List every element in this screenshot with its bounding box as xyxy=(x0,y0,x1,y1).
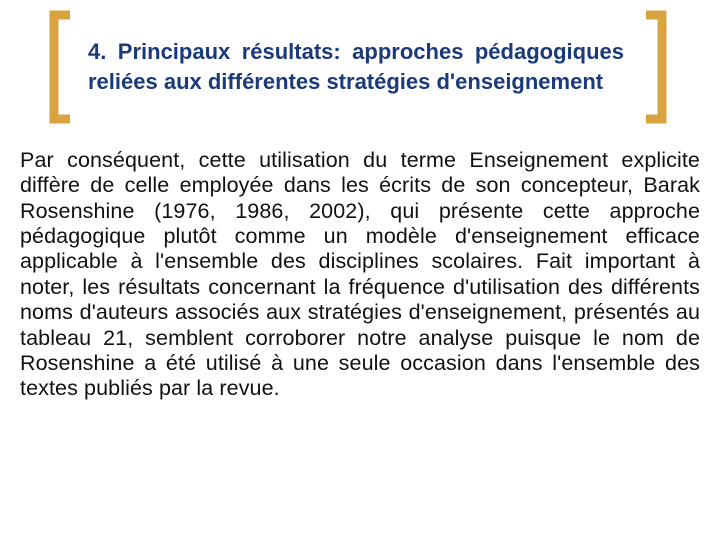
slide-title: 4. Principaux résultats: approches pédag… xyxy=(88,37,624,96)
slide-header: 4. Principaux résultats: approches pédag… xyxy=(48,10,668,124)
body-paragraph: Par conséquent, cette utilisation du ter… xyxy=(20,148,700,402)
title-block: 4. Principaux résultats: approches pédag… xyxy=(74,10,642,124)
left-bracket-icon xyxy=(48,10,74,124)
right-bracket-icon xyxy=(642,10,668,124)
slide-body: Par conséquent, cette utilisation du ter… xyxy=(20,148,700,402)
